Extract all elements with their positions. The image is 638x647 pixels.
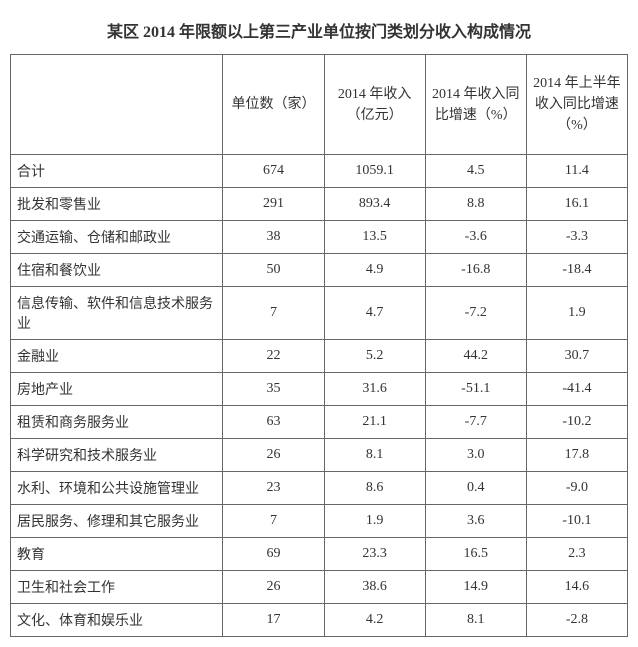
header-revenue: 2014 年收入（亿元） <box>324 55 425 155</box>
cell-c3: 0.4 <box>425 472 526 505</box>
cell-c1: 69 <box>223 538 324 571</box>
cell-c1: 26 <box>223 571 324 604</box>
row-label: 科学研究和技术服务业 <box>11 439 223 472</box>
cell-c1: 50 <box>223 254 324 287</box>
cell-c3: -7.2 <box>425 287 526 340</box>
cell-c3: -3.6 <box>425 221 526 254</box>
cell-c1: 22 <box>223 340 324 373</box>
table-title: 某区 2014 年限额以上第三产业单位按门类划分收入构成情况 <box>10 18 628 42</box>
cell-c1: 26 <box>223 439 324 472</box>
table-row: 教育6923.316.52.3 <box>11 538 628 571</box>
cell-c1: 38 <box>223 221 324 254</box>
cell-c4: 11.4 <box>526 155 627 188</box>
row-label: 卫生和社会工作 <box>11 571 223 604</box>
cell-c2: 893.4 <box>324 188 425 221</box>
row-label: 金融业 <box>11 340 223 373</box>
cell-c2: 8.1 <box>324 439 425 472</box>
cell-c2: 5.2 <box>324 340 425 373</box>
header-h1-growth: 2014 年上半年收入同比增速（%） <box>526 55 627 155</box>
row-label: 文化、体育和娱乐业 <box>11 604 223 637</box>
cell-c2: 38.6 <box>324 571 425 604</box>
header-row: 单位数（家） 2014 年收入（亿元） 2014 年收入同比增速（%） 2014… <box>11 55 628 155</box>
cell-c3: -16.8 <box>425 254 526 287</box>
cell-c2: 4.2 <box>324 604 425 637</box>
row-label: 交通运输、仓储和邮政业 <box>11 221 223 254</box>
cell-c4: 30.7 <box>526 340 627 373</box>
cell-c4: 16.1 <box>526 188 627 221</box>
cell-c1: 7 <box>223 505 324 538</box>
cell-c1: 17 <box>223 604 324 637</box>
cell-c4: 14.6 <box>526 571 627 604</box>
cell-c1: 35 <box>223 373 324 406</box>
table-row: 交通运输、仓储和邮政业3813.5-3.6-3.3 <box>11 221 628 254</box>
cell-c2: 1059.1 <box>324 155 425 188</box>
cell-c3: 8.1 <box>425 604 526 637</box>
cell-c3: 16.5 <box>425 538 526 571</box>
row-label: 批发和零售业 <box>11 188 223 221</box>
cell-c2: 31.6 <box>324 373 425 406</box>
cell-c3: 14.9 <box>425 571 526 604</box>
cell-c4: -9.0 <box>526 472 627 505</box>
cell-c4: -3.3 <box>526 221 627 254</box>
table-body: 合计6741059.14.511.4批发和零售业291893.48.816.1交… <box>11 155 628 637</box>
table-row: 金融业225.244.230.7 <box>11 340 628 373</box>
header-yoy-growth: 2014 年收入同比增速（%） <box>425 55 526 155</box>
table-row: 文化、体育和娱乐业174.28.1-2.8 <box>11 604 628 637</box>
cell-c3: -7.7 <box>425 406 526 439</box>
cell-c4: -10.2 <box>526 406 627 439</box>
cell-c2: 4.7 <box>324 287 425 340</box>
cell-c4: -41.4 <box>526 373 627 406</box>
cell-c1: 63 <box>223 406 324 439</box>
cell-c4: 17.8 <box>526 439 627 472</box>
cell-c4: 2.3 <box>526 538 627 571</box>
cell-c2: 13.5 <box>324 221 425 254</box>
data-table: 单位数（家） 2014 年收入（亿元） 2014 年收入同比增速（%） 2014… <box>10 54 628 637</box>
cell-c2: 4.9 <box>324 254 425 287</box>
cell-c2: 1.9 <box>324 505 425 538</box>
cell-c4: -18.4 <box>526 254 627 287</box>
table-row: 合计6741059.14.511.4 <box>11 155 628 188</box>
cell-c3: 4.5 <box>425 155 526 188</box>
row-label: 教育 <box>11 538 223 571</box>
cell-c1: 291 <box>223 188 324 221</box>
header-units: 单位数（家） <box>223 55 324 155</box>
cell-c1: 23 <box>223 472 324 505</box>
table-row: 住宿和餐饮业504.9-16.8-18.4 <box>11 254 628 287</box>
cell-c3: 3.6 <box>425 505 526 538</box>
cell-c2: 8.6 <box>324 472 425 505</box>
cell-c3: -51.1 <box>425 373 526 406</box>
cell-c4: -2.8 <box>526 604 627 637</box>
cell-c4: -10.1 <box>526 505 627 538</box>
table-row: 卫生和社会工作2638.614.914.6 <box>11 571 628 604</box>
cell-c3: 8.8 <box>425 188 526 221</box>
table-row: 批发和零售业291893.48.816.1 <box>11 188 628 221</box>
header-blank <box>11 55 223 155</box>
table-row: 水利、环境和公共设施管理业238.60.4-9.0 <box>11 472 628 505</box>
row-label: 水利、环境和公共设施管理业 <box>11 472 223 505</box>
table-row: 科学研究和技术服务业268.13.017.8 <box>11 439 628 472</box>
table-row: 信息传输、软件和信息技术服务业74.7-7.21.9 <box>11 287 628 340</box>
row-label: 居民服务、修理和其它服务业 <box>11 505 223 538</box>
table-row: 居民服务、修理和其它服务业71.93.6-10.1 <box>11 505 628 538</box>
cell-c2: 21.1 <box>324 406 425 439</box>
cell-c1: 7 <box>223 287 324 340</box>
cell-c3: 44.2 <box>425 340 526 373</box>
row-label: 合计 <box>11 155 223 188</box>
row-label: 信息传输、软件和信息技术服务业 <box>11 287 223 340</box>
cell-c2: 23.3 <box>324 538 425 571</box>
cell-c4: 1.9 <box>526 287 627 340</box>
table-row: 房地产业3531.6-51.1-41.4 <box>11 373 628 406</box>
cell-c1: 674 <box>223 155 324 188</box>
table-row: 租赁和商务服务业6321.1-7.7-10.2 <box>11 406 628 439</box>
cell-c3: 3.0 <box>425 439 526 472</box>
row-label: 租赁和商务服务业 <box>11 406 223 439</box>
row-label: 房地产业 <box>11 373 223 406</box>
row-label: 住宿和餐饮业 <box>11 254 223 287</box>
